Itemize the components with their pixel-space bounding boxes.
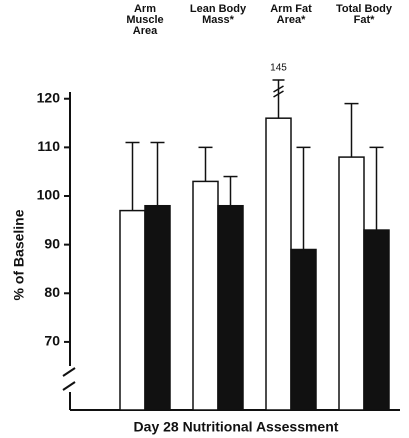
bar (192, 180, 219, 411)
category-label: Total Body Fat* (335, 3, 392, 26)
y-tick-label: 90 (44, 235, 60, 251)
axis-break (62, 367, 76, 377)
y-tick-label: 110 (37, 138, 60, 154)
bar (217, 204, 244, 411)
error-break (273, 90, 284, 98)
axis-break (62, 381, 76, 391)
y-axis-label: % of Baseline (11, 209, 27, 300)
bar (144, 204, 171, 411)
error-break (273, 85, 284, 93)
error-label: 145 (270, 63, 287, 74)
chart-title: Day 28 Nutritional Assessment (134, 419, 339, 435)
bar (119, 209, 146, 411)
category-label: Arm Muscle Area (126, 3, 164, 37)
bar (265, 117, 292, 411)
category-label: Arm Fat Area* (270, 3, 312, 26)
y-tick-label: 100 (37, 187, 61, 203)
category-label: Lean Body Mass* (189, 3, 247, 26)
bar (338, 156, 365, 411)
bar (363, 229, 390, 411)
y-tick-label: 80 (44, 284, 60, 300)
y-tick-label: 120 (37, 89, 61, 105)
bar (290, 248, 317, 411)
y-tick-label: 70 (44, 333, 60, 349)
